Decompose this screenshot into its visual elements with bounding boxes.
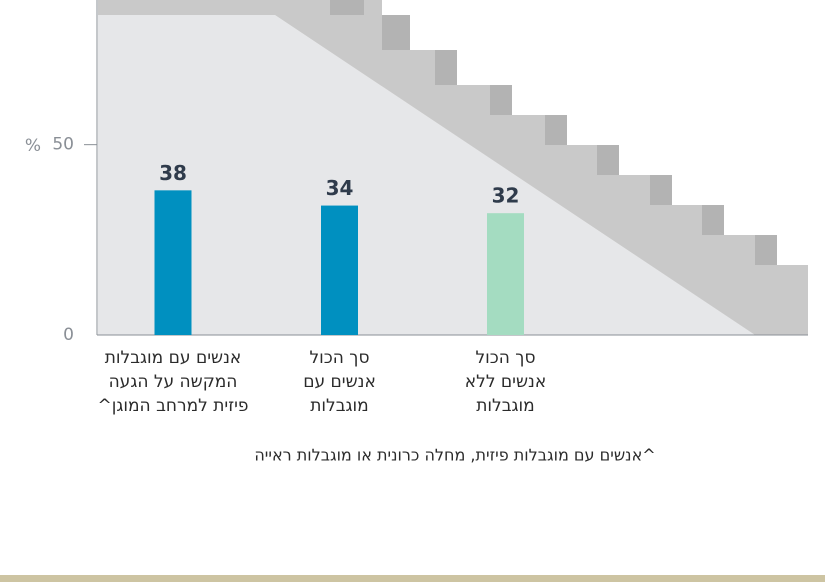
x-tick-label: אנשים עם מוגבלות [105,348,242,368]
bar [487,213,524,335]
value-label: 32 [492,184,520,208]
value-label: 34 [326,176,354,200]
x-tick-label: מוגבלות [476,396,534,416]
bar [154,190,192,335]
y-unit: % [25,136,41,156]
stair-risers [330,0,777,265]
background-shape [98,15,755,335]
footer-band [0,575,825,582]
bar [321,205,358,335]
x-tick-label: מוגבלות [310,396,368,416]
footnote: ^אנשים עם מוגבלות פיזית, מחלה כרונית או … [254,446,655,465]
x-tick-label: סך הכול [476,348,536,368]
y-tick-label: 50 [52,135,74,155]
x-tick-label: פיזית למרחב המוגן^ [98,396,249,416]
x-tick-label: המקשה על הגעה [109,372,238,392]
value-label: 38 [159,161,187,185]
x-tick-label: אנשים עם [303,372,376,392]
y-tick-label: 0 [63,325,74,345]
staircase [98,0,808,335]
x-tick-label: סך הכול [310,348,370,368]
x-tick-label: אנשים ללא [465,372,546,392]
